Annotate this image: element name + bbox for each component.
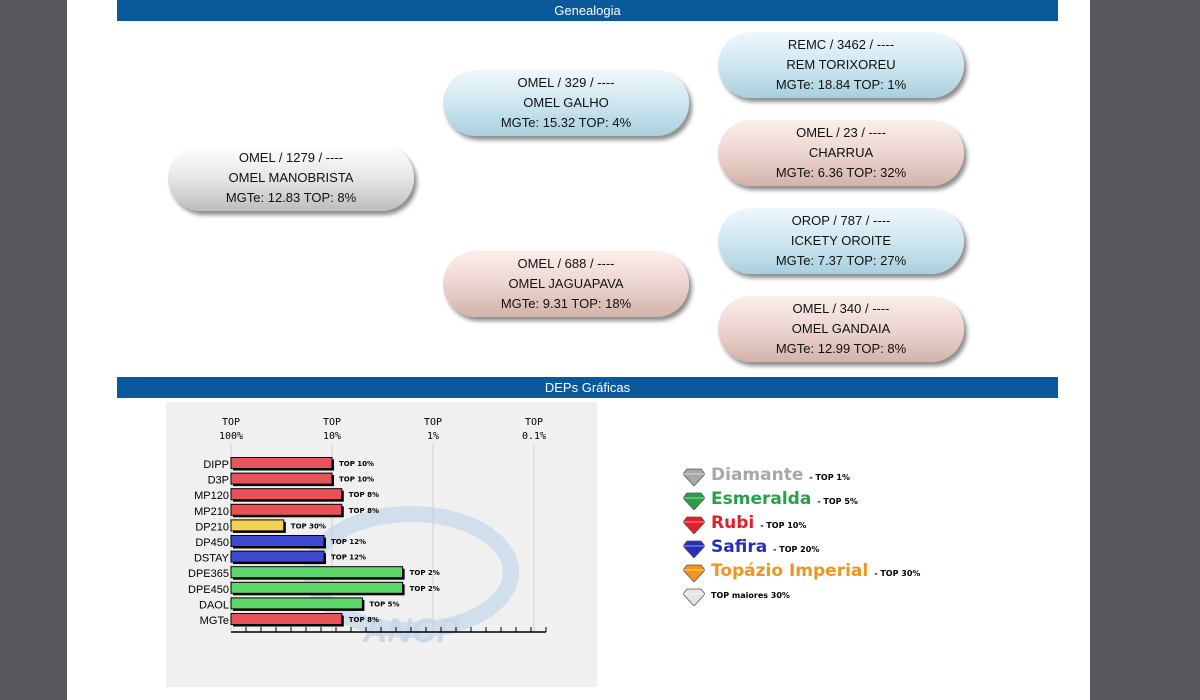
bar: [230, 472, 333, 485]
paternal-granddam-registry: OMEL / 23 / ----: [796, 125, 886, 140]
y-tick-label: MP120: [194, 490, 229, 502]
bar: [230, 597, 363, 610]
animal-mgte: MGTe: 12.83 TOP: 8%: [225, 190, 357, 205]
paternal-granddam-name: CHARRUA: [808, 145, 874, 160]
animal-name: OMEL MANOBRISTA: [228, 170, 354, 185]
sire-registry: OMEL / 329 / ----: [517, 75, 615, 90]
y-tick-label: DPE450: [188, 584, 229, 596]
bar-value-label: TOP 30%: [291, 522, 326, 530]
bar-value-label: TOP 8%: [349, 507, 379, 515]
bar-value-label: TOP 5%: [369, 600, 399, 608]
maternal-granddam-card[interactable]: OMEL / 340 / ---- OMEL GANDAIA MGTe: 12.…: [718, 296, 964, 362]
paternal-granddam-card[interactable]: OMEL / 23 / ---- CHARRUA MGTe: 6.36 TOP:…: [718, 120, 964, 186]
maternal-grandsire-mgte: MGTe: 7.37 TOP: 27%: [775, 253, 907, 268]
bar-value-label: TOP 10%: [339, 476, 374, 484]
bar: [230, 566, 404, 579]
bar: [230, 519, 285, 532]
sapphire-gem-icon: [683, 540, 705, 558]
legend-gem-name: Topázio Imperial - TOP 30%: [711, 561, 921, 581]
legend-gem-top: - TOP 20%: [773, 545, 820, 554]
bar: [230, 457, 333, 469]
paternal-grandsire-name: REM TORIXOREU: [786, 57, 896, 72]
y-tick-label: DSTAY: [194, 553, 230, 565]
x-tick-label-value: 1%: [427, 431, 439, 442]
legend-gem-top: TOP maiores 30%: [711, 591, 790, 600]
maternal-grandsire-card[interactable]: OROP / 787 / ---- ICKETY OROITE MGTe: 7.…: [718, 208, 964, 274]
legend-gem-name: Rubi - TOP 10%: [711, 513, 807, 533]
x-tick-label-value: 10%: [323, 431, 341, 442]
y-tick-label: DIPP: [203, 459, 229, 471]
genealogy-header: Genealogia: [117, 0, 1058, 21]
bar-value-label: TOP 8%: [349, 491, 379, 499]
paternal-granddam-mgte: MGTe: 6.36 TOP: 32%: [775, 165, 907, 180]
bar-value-label: TOP 12%: [331, 554, 366, 562]
bar: [230, 488, 343, 501]
legend-gem-top: - TOP 1%: [809, 473, 850, 482]
x-tick-label-top: TOP: [323, 417, 341, 428]
y-tick-label: D3P: [208, 475, 229, 487]
bar: [230, 503, 343, 516]
sire-mgte: MGTe: 15.32 TOP: 4%: [500, 115, 632, 130]
dep-chart: ANCP TOP 100% TOP 10% TOP 1% TOP 0.1% DIPP TOP 10%…: [166, 402, 597, 687]
bar: [230, 581, 404, 594]
x-tick-label-value: 100%: [219, 431, 243, 442]
bar-value-label: TOP 2%: [410, 585, 440, 593]
dam-mgte: MGTe: 9.31 TOP: 18%: [500, 296, 632, 311]
animal-registry: OMEL / 1279 / ----: [238, 150, 344, 165]
x-tick-label-top: TOP: [525, 417, 543, 428]
x-tick-label-top: TOP: [222, 417, 240, 428]
maternal-granddam-registry: OMEL / 340 / ----: [792, 301, 890, 316]
bar: [230, 550, 325, 563]
y-tick-label: DAOL: [199, 599, 229, 611]
ruby-gem-icon: [683, 516, 705, 534]
dam-name: OMEL JAGUAPAVA: [508, 276, 624, 291]
maternal-granddam-name: OMEL GANDAIA: [791, 321, 891, 336]
y-tick-label: MGTe: [200, 615, 229, 627]
deps-header: DEPs Gráficas: [117, 377, 1058, 398]
sire-name: OMEL GALHO: [523, 95, 609, 110]
legend-gem-top: - TOP 10%: [760, 521, 807, 530]
diamond-gem-icon: [683, 468, 705, 486]
paternal-grandsire-card[interactable]: REMC / 3462 / ---- REM TORIXOREU MGTe: 1…: [718, 32, 964, 98]
bar: [230, 535, 325, 547]
maternal-grandsire-registry: OROP / 787 / ----: [791, 213, 891, 228]
y-tick-label: DPE365: [188, 568, 229, 580]
bar: [230, 613, 343, 625]
bar-value-label: TOP 2%: [410, 569, 440, 577]
sire-card[interactable]: OMEL / 329 / ---- OMEL GALHO MGTe: 15.32…: [443, 70, 689, 136]
dam-registry: OMEL / 688 / ----: [517, 256, 615, 271]
bar-value-label: TOP 12%: [331, 538, 366, 546]
y-tick-label: DP210: [195, 521, 229, 533]
paternal-grandsire-mgte: MGTe: 18.84 TOP: 1%: [775, 77, 907, 92]
legend-gem-name: Safira - TOP 20%: [711, 537, 820, 557]
paternal-grandsire-registry: REMC / 3462 / ----: [787, 37, 895, 52]
legend-gem-name: Diamante - TOP 1%: [711, 465, 850, 485]
bar-value-label: TOP 10%: [339, 460, 374, 468]
x-tick-label-value: 0.1%: [522, 431, 546, 442]
topaz-gem-icon: [683, 564, 705, 582]
white-gem-icon: [683, 588, 705, 606]
y-tick-label: DP450: [195, 537, 229, 549]
y-tick-label: MP210: [194, 506, 229, 518]
maternal-granddam-mgte: MGTe: 12.99 TOP: 8%: [775, 341, 907, 356]
dam-card[interactable]: OMEL / 688 / ---- OMEL JAGUAPAVA MGTe: 9…: [443, 251, 689, 317]
bar-value-label: TOP 8%: [349, 616, 379, 624]
x-tick-label-top: TOP: [424, 417, 442, 428]
legend-gem-name: Esmeralda - TOP 5%: [711, 489, 858, 509]
legend-gem-top: - TOP 5%: [817, 497, 858, 506]
emerald-gem-icon: [683, 492, 705, 510]
maternal-grandsire-name: ICKETY OROITE: [790, 233, 892, 248]
legend-gem-top: - TOP 30%: [874, 569, 921, 578]
animal-card[interactable]: OMEL / 1279 / ---- OMEL MANOBRISTA MGTe:…: [168, 145, 414, 211]
